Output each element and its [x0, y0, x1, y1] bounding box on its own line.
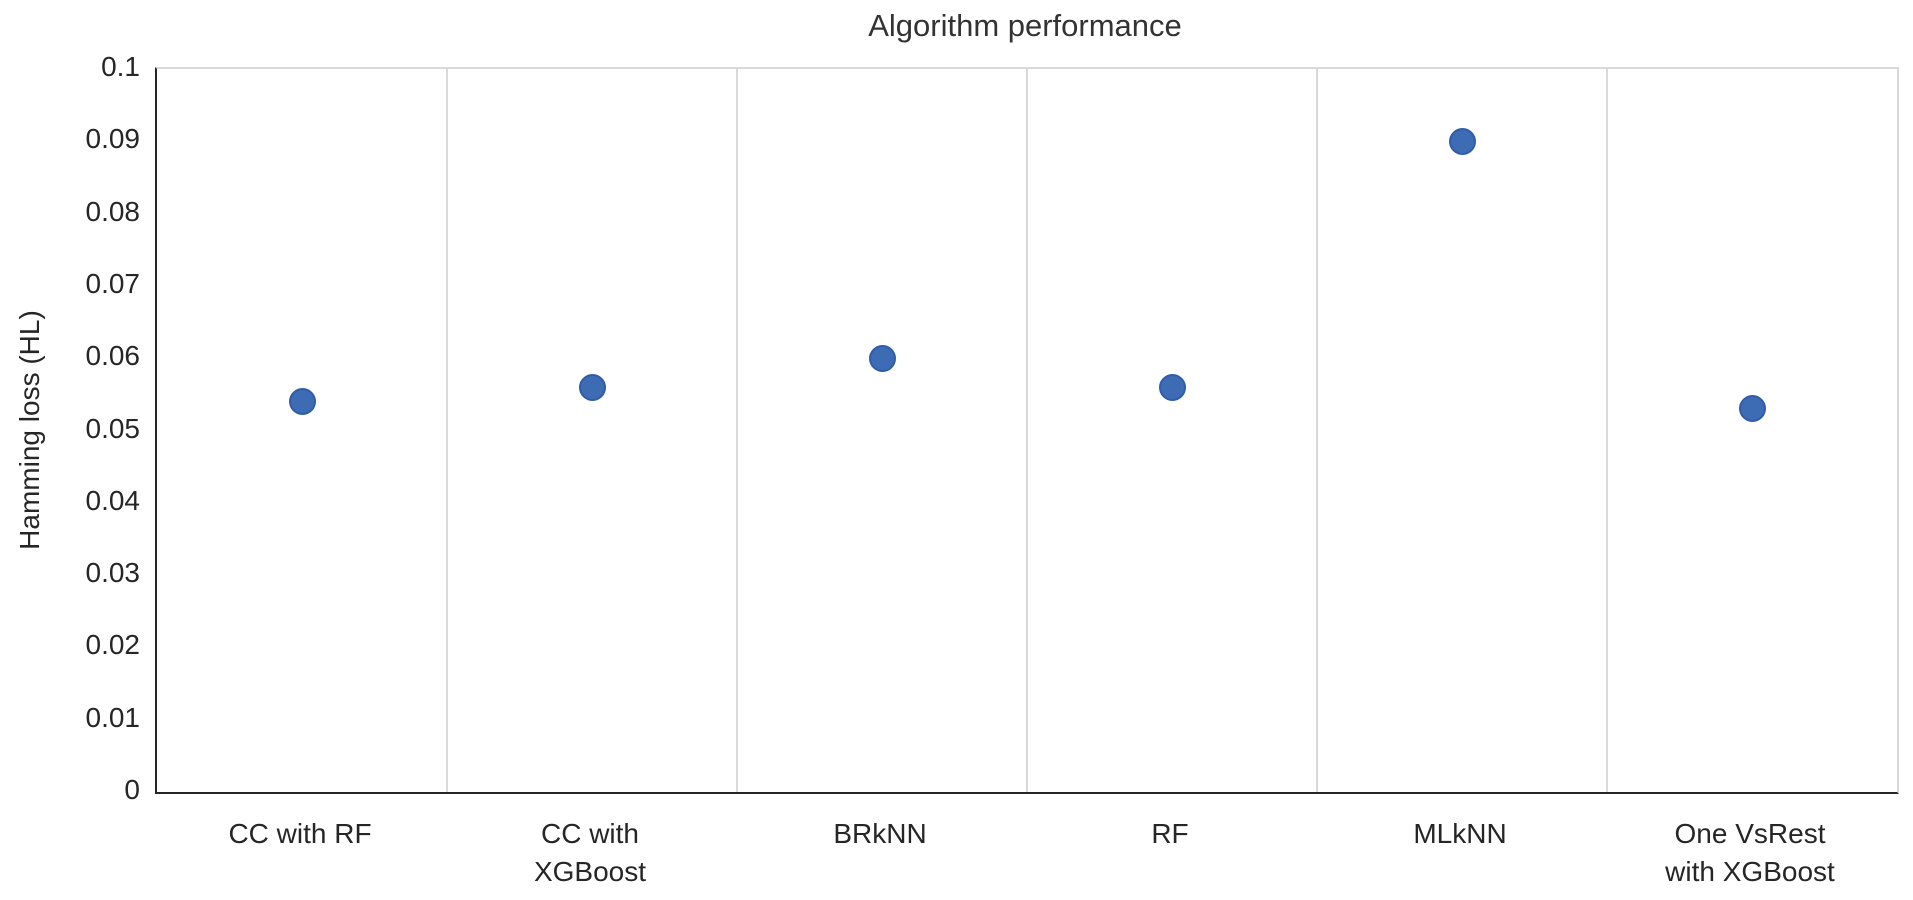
grid-line [446, 69, 448, 792]
x-category-label: CC with XGBoost [533, 818, 647, 887]
y-tick-label: 0.01 [85, 701, 141, 733]
plot-area [155, 67, 1899, 794]
x-category-label: One VsRest with XGBoost [1665, 818, 1835, 887]
data-point [288, 388, 316, 416]
x-category-label: BRkNN [833, 818, 927, 849]
data-point [1738, 395, 1766, 423]
y-tick-label: 0 [124, 774, 140, 805]
data-point [868, 344, 896, 372]
y-tick-label: 0.09 [85, 123, 141, 155]
data-point [578, 373, 606, 401]
x-category-label: RF [1151, 818, 1189, 849]
grid-line [1606, 69, 1608, 792]
grid-line [736, 69, 738, 792]
data-point [1158, 373, 1186, 401]
y-tick-label: 0.02 [85, 629, 141, 661]
y-tick-label: 0.03 [85, 557, 141, 589]
x-category-label: CC with RF [228, 818, 372, 849]
chart-title: Algorithm performance [868, 8, 1182, 43]
y-tick-label: 0.04 [85, 484, 141, 516]
y-tick-label: 0.1 [101, 51, 140, 82]
grid-line [1316, 69, 1318, 792]
y-tick-label: 0.08 [85, 195, 141, 227]
y-tick-label: 0.07 [85, 267, 141, 299]
x-category-label: MLkNN [1413, 818, 1507, 849]
grid-line [1026, 69, 1028, 792]
y-tick-label: 0.06 [85, 340, 141, 372]
data-point [1448, 127, 1476, 155]
y-tick-label: 0.05 [85, 412, 141, 444]
